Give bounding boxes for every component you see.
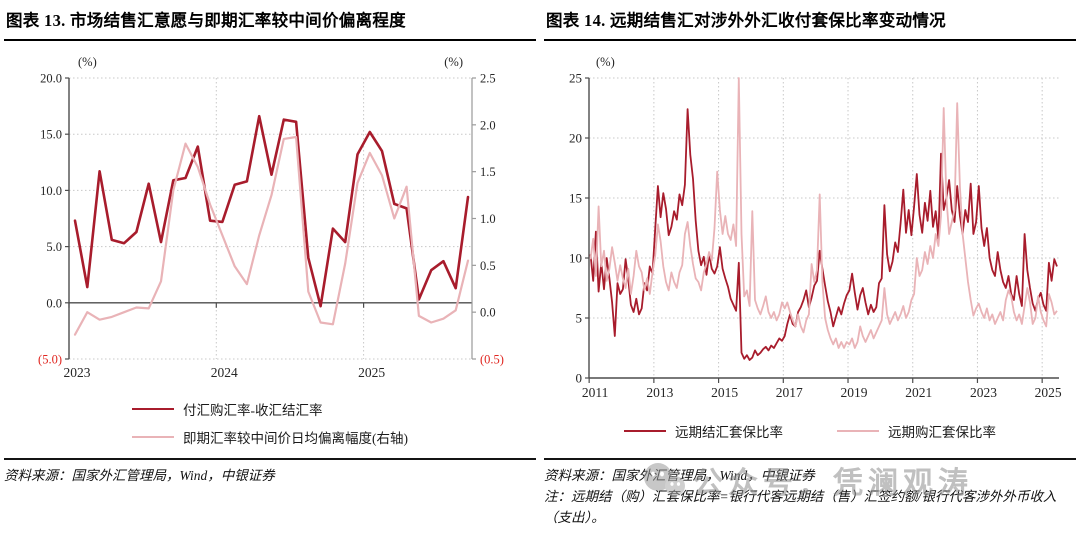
svg-text:2.5: 2.5 [480, 72, 496, 86]
figure-14-panel: 图表 14. 远期结售汇对涉外外汇收付套保比率变动情况 0 5 10 15 20 25 20… [544, 0, 1076, 533]
svg-text:20: 20 [569, 131, 582, 146]
svg-text:(5.0): (5.0) [38, 353, 62, 367]
legend-label: 远期结汇套保比率 [675, 425, 783, 440]
svg-text:0: 0 [576, 371, 583, 386]
legend-item-forward-purchase: 远期购汇套保比率 [837, 421, 996, 441]
svg-text:0.0: 0.0 [46, 296, 62, 310]
svg-text:1.0: 1.0 [480, 212, 496, 226]
svg-text:2019: 2019 [841, 385, 868, 398]
legend-label: 即期汇率较中间价日均偏离幅度(右轴) [183, 431, 408, 446]
fig14-note: 注：远期结（购）汇套保比率=银行代客远期结（售）汇签约额/银行代客涉外外币收入（… [544, 489, 1057, 525]
svg-text:5: 5 [576, 311, 583, 326]
svg-text:0.5: 0.5 [480, 259, 496, 273]
svg-text:2025: 2025 [1035, 385, 1062, 398]
svg-text:25: 25 [569, 71, 582, 86]
legend-item-deviation: 即期汇率较中间价日均偏离幅度(右轴) [132, 427, 408, 447]
fig14-footer: 资料来源：国家外汇管理局，Wind，中银证券 注：远期结（购）汇套保比率=银行代… [544, 458, 1076, 528]
legend-item-forward-settle: 远期结汇套保比率 [624, 421, 783, 441]
svg-text:2015: 2015 [711, 385, 738, 398]
legend-item-settle-minus: 付汇购汇率-收汇结汇率 [132, 399, 323, 419]
svg-text:10.0: 10.0 [40, 184, 62, 198]
svg-text:2023: 2023 [64, 365, 91, 380]
svg-text:2025: 2025 [358, 365, 385, 380]
fig13-chart: 20.0 15.0 10.0 5.0 0.0 (5.0) 2.5 2.0 1.5 1.0 0.5 0.… [38, 55, 504, 380]
fig13-source: 资料来源：国家外汇管理局，Wind，中银证券 [4, 468, 275, 483]
svg-text:1.5: 1.5 [480, 165, 496, 179]
svg-text:2013: 2013 [646, 385, 673, 398]
svg-text:15: 15 [569, 191, 582, 206]
svg-text:2024: 2024 [211, 365, 238, 380]
svg-text:20.0: 20.0 [40, 72, 62, 86]
figure-13-title: 图表 13. 市场结售汇意愿与即期汇率较中间价偏离程度 [4, 0, 536, 41]
fig14-source: 资料来源：国家外汇管理局，Wind，中银证券 [544, 468, 815, 483]
svg-text:(%): (%) [596, 55, 615, 69]
svg-text:10: 10 [569, 251, 582, 266]
legend-label: 付汇购汇率-收汇结汇率 [183, 403, 323, 418]
figure-14-title: 图表 14. 远期结售汇对涉外外汇收付套保比率变动情况 [544, 0, 1076, 41]
svg-text:2011: 2011 [582, 385, 609, 398]
dark-red-line-swatch [624, 429, 666, 433]
svg-text:2021: 2021 [905, 385, 932, 398]
svg-text:2.0: 2.0 [480, 118, 496, 132]
svg-text:5.0: 5.0 [46, 240, 62, 254]
fig13-footer: 资料来源：国家外汇管理局，Wind，中银证券 [4, 458, 536, 486]
fig13-legend: 付汇购汇率-收汇结汇率 即期汇率较中间价日均偏离幅度(右轴) [4, 399, 536, 447]
svg-text:(%): (%) [78, 55, 97, 69]
svg-text:(0.5): (0.5) [480, 353, 504, 367]
figure-13-panel: 图表 13. 市场结售汇意愿与即期汇率较中间价偏离程度 20.0 15.0 10.0… [4, 0, 536, 533]
svg-text:2017: 2017 [776, 385, 803, 398]
fig14-legend: 远期结汇套保比率 远期购汇套保比率 [544, 421, 1076, 441]
pink-line-swatch [132, 435, 174, 439]
svg-text:15.0: 15.0 [40, 128, 62, 142]
svg-text:2023: 2023 [970, 385, 997, 398]
dark-red-line-swatch [132, 407, 174, 411]
legend-label: 远期购汇套保比率 [888, 425, 996, 440]
pink-line-swatch [837, 429, 879, 433]
svg-text:(%): (%) [444, 55, 463, 69]
svg-text:0.0: 0.0 [480, 306, 496, 320]
